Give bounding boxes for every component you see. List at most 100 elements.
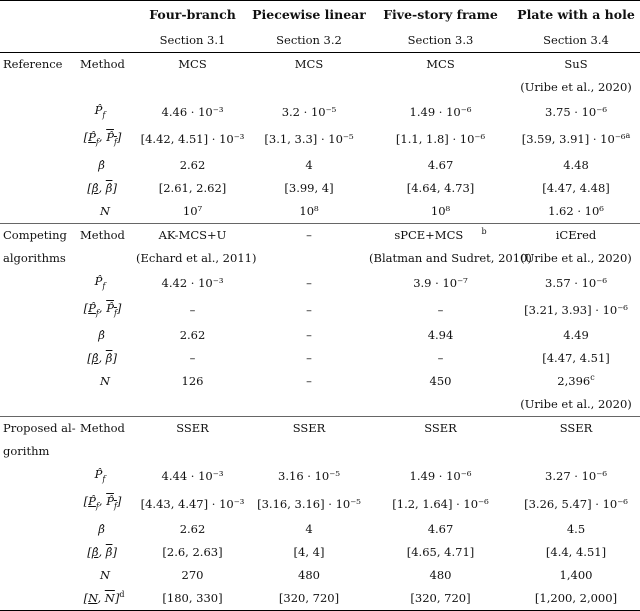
reference-beta-row: β̂ 2.62 4 4.67 4.48 <box>0 154 640 177</box>
cell: [4.43, 4.47] · 10⁻³ <box>140 496 245 511</box>
cell: [1.2, 1.64] · 10⁻⁶ <box>392 496 489 511</box>
citation: (Uribe et al., 2020) <box>520 250 632 265</box>
row-label-beta-bounds: [β̂, β̂] <box>80 544 117 559</box>
cell: 450 <box>429 374 452 389</box>
cell: 2.62 <box>179 521 206 536</box>
cell: SuS <box>512 52 640 76</box>
cell-with-note: [3.59, 3.91] · 10⁻⁶a <box>521 131 631 147</box>
row-label-method: Method <box>78 52 136 76</box>
cell: – <box>189 351 196 366</box>
cell: 4.67 <box>427 521 454 536</box>
cell: SSER <box>512 416 640 441</box>
proposed-pf-row: P̂f 4.44 · 10⁻³ 3.16 · 10⁻⁵ 1.49 · 10⁻⁶ … <box>0 463 640 490</box>
cell: 10⁸ <box>299 203 319 218</box>
row-label-pf: P̂f <box>80 103 106 120</box>
section-label: Section 3.2 <box>276 33 342 47</box>
cell: – <box>189 303 196 318</box>
group-label-competing-2: algorithms <box>3 250 66 265</box>
cell: 1.62 · 10⁶ <box>548 203 604 218</box>
row-label-pf-bounds: [P̂f, P̂f] <box>80 300 122 318</box>
cell: iCEred <box>512 222 640 247</box>
row-label-beta: β̂ <box>80 328 105 343</box>
cell: 3.2 · 10⁻⁵ <box>281 105 337 120</box>
cell: SSER <box>369 416 512 441</box>
cell: 1.49 · 10⁻⁶ <box>409 469 472 484</box>
header-row-sections: Section 3.1 Section 3.2 Section 3.3 Sect… <box>0 29 640 53</box>
cell: MCS <box>369 52 512 76</box>
cell: MCS <box>249 52 369 76</box>
citation: (Uribe et al., 2020) <box>520 397 632 412</box>
row-label-pf: P̂f <box>80 273 106 290</box>
header-five-story-frame: Five-story frame <box>369 0 512 29</box>
header-empty-2 <box>78 0 136 29</box>
cell: 4.46 · 10⁻³ <box>161 105 224 120</box>
cell: 4.49 <box>563 328 589 343</box>
row-label-beta: β̂ <box>80 521 105 536</box>
cell: [3.26, 5.47] · 10⁻⁶ <box>524 496 628 511</box>
header-piecewise-linear: Piecewise linear <box>249 0 369 29</box>
cell: 4.5 <box>566 521 586 536</box>
row-label-n: N <box>100 567 111 582</box>
row-label-method: Method <box>78 222 136 247</box>
proposed-method-row: Proposed al- Method SSER SSER SSER SSER <box>0 416 640 441</box>
row-label-beta-bounds: [β̂, β̂] <box>80 180 117 195</box>
cell: [4.64, 4.73] <box>406 180 475 195</box>
cell: [4, 4] <box>293 544 325 559</box>
cell: [4.47, 4.48] <box>542 180 610 195</box>
header-row-titles: Four-branch Piecewise linear Five-story … <box>0 0 640 29</box>
row-label-n: N <box>100 374 111 389</box>
cell: AK-MCS+U <box>136 222 249 247</box>
cell: [4.65, 4.71] <box>406 544 475 559</box>
cell: – <box>306 328 312 343</box>
cell: 1,400 <box>559 567 593 582</box>
group-label-proposed: Proposed al- <box>0 416 78 441</box>
row-label-n: N <box>100 203 111 218</box>
cell: – <box>306 303 312 318</box>
cell: [4.42, 4.51] · 10⁻³ <box>140 132 245 147</box>
cell: [3.1, 3.3] · 10⁻⁵ <box>264 132 354 147</box>
group-label-competing: Competing <box>0 222 78 247</box>
cell: 4 <box>305 157 313 172</box>
cell: [3.99, 4] <box>284 180 334 195</box>
competing-method-row: Competing Method AK-MCS+U – sPCE+MCS b i… <box>0 222 640 247</box>
cell: 2.62 <box>179 328 206 343</box>
cell: 126 <box>181 374 204 389</box>
section-label: Section 3.1 <box>159 33 226 47</box>
header-empty-1 <box>0 0 78 29</box>
cell: – <box>306 351 312 366</box>
proposed-beta-row: β̂ 2.62 4 4.67 4.5 <box>0 518 640 541</box>
cell: [2.6, 2.63] <box>162 544 223 559</box>
proposed-beta-bounds-row: [β̂, β̂] [2.6, 2.63] [4, 4] [4.65, 4.71]… <box>0 541 640 564</box>
row-label-pf-bounds: [P̂f, P̂f] <box>80 494 122 511</box>
citation: (Blatman and Sudret, 2010) <box>369 250 532 265</box>
reference-pf-bounds-row: [P̂f, P̂f] [4.42, 4.51] · 10⁻³ [3.1, 3.3… <box>0 126 640 153</box>
cell: 3.16 · 10⁻⁵ <box>278 469 340 484</box>
header-four-branch: Four-branch <box>136 0 249 29</box>
cell: 4.94 <box>427 328 454 343</box>
reference-pf-row: P̂f 4.46 · 10⁻³ 3.2 · 10⁻⁵ 1.49 · 10⁻⁶ 3… <box>0 99 640 126</box>
proposed-n-row: N 270 480 480 1,400 <box>0 564 640 587</box>
section-label: Section 3.3 <box>407 33 474 47</box>
competing-beta-bounds-row: [β̂, β̂] – – – [4.47, 4.51] <box>0 347 640 370</box>
citation: (Uribe et al., 2020) <box>520 80 632 94</box>
cell: 3.57 · 10⁻⁶ <box>545 275 607 290</box>
cell: [320, 720] <box>369 586 512 611</box>
reference-cite-row: (Uribe et al., 2020) <box>0 76 640 99</box>
cell: MCS <box>136 52 249 76</box>
cell: 270 <box>181 567 204 582</box>
group-label-reference: Reference <box>0 52 78 76</box>
cell: – <box>437 303 444 318</box>
cell: [4.47, 4.51] <box>542 351 610 366</box>
competing-n-row: N 126 – 450 2,396c <box>0 370 640 393</box>
row-label-pf: P̂f <box>80 467 106 484</box>
cell: [2.61, 2.62] <box>158 180 227 195</box>
cell: 480 <box>298 567 320 582</box>
reference-beta-bounds-row: [β̂, β̂] [2.61, 2.62] [3.99, 4] [4.64, 4… <box>0 177 640 200</box>
reference-n-row: N 10⁷ 10⁸ 10⁸ 1.62 · 10⁶ <box>0 200 640 224</box>
cell: 3.27 · 10⁻⁶ <box>545 469 607 484</box>
cell-with-note: sPCE+MCS b <box>369 222 512 247</box>
header-plate-with-hole: Plate with a hole <box>512 0 640 29</box>
cell: [180, 330] <box>136 586 249 611</box>
proposed-pf-bounds-row: [P̂f, P̂f] [4.43, 4.47] · 10⁻³ [3.16, 3.… <box>0 490 640 517</box>
